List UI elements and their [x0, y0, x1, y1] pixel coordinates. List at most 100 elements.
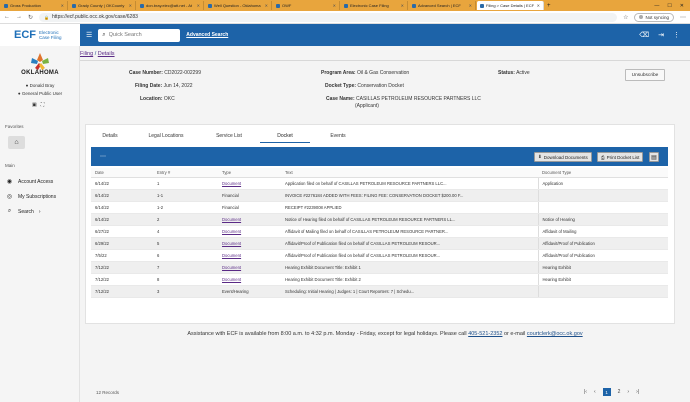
table-row[interactable]: 6/14/22 1-1 Financial INVOICE #2276184 ADDE…: [91, 189, 668, 202]
reload-icon[interactable]: ↻: [28, 14, 34, 21]
sidebar-item-account-access[interactable]: ◉ Account Access: [6, 178, 54, 186]
breadcrumb-filing[interactable]: Filing: [80, 51, 94, 57]
column-header-date[interactable]: Date: [91, 168, 153, 178]
field-label: Docket Type:: [325, 83, 357, 89]
column-header-entry[interactable]: Entry #: [153, 168, 218, 178]
browser-tab[interactable]: Grady County | OKCounty ✕: [69, 1, 136, 10]
next-page-icon[interactable]: ›: [627, 389, 630, 395]
main-content: Filing / Details Case Number: CD2022-002…: [80, 46, 690, 402]
download-documents-button[interactable]: ⬇ Download Documents: [534, 152, 592, 162]
page-current[interactable]: 1: [602, 388, 611, 396]
calendar-icon[interactable]: ▣: [32, 102, 37, 108]
column-header-text[interactable]: Text: [281, 168, 538, 178]
tab-events[interactable]: Events: [330, 133, 346, 139]
table-header-row: Date Entry # Type Text Document Type: [91, 168, 668, 178]
cell-type[interactable]: Document: [218, 237, 281, 250]
column-chooser-icon[interactable]: ⋯: [100, 154, 106, 160]
tab-details[interactable]: Details: [102, 133, 118, 139]
star-icon[interactable]: ☆: [623, 14, 629, 21]
sidebar-item-search[interactable]: ⌕ Search ›: [6, 208, 41, 215]
url-field[interactable]: 🔒 https://ecf.public.occ.ok.gov/case/628…: [39, 12, 618, 22]
print-docket-list-button[interactable]: ⎙ Print Docket List: [597, 152, 644, 162]
close-icon[interactable]: ✕: [264, 3, 268, 8]
close-icon[interactable]: ✕: [468, 3, 472, 8]
quick-search-input[interactable]: [108, 32, 175, 38]
close-icon[interactable]: ✕: [536, 3, 540, 8]
cell-type[interactable]: Document: [218, 225, 281, 238]
cell-date: 6/14/22: [91, 213, 153, 226]
breadcrumb-details[interactable]: Details: [97, 51, 115, 57]
browser-tab[interactable]: OWF ✕: [273, 1, 340, 10]
close-window-icon[interactable]: ✕: [679, 2, 684, 9]
unsubscribe-label: Unsubscribe: [631, 72, 659, 78]
sync-button[interactable]: Not syncing: [634, 12, 674, 22]
cell-date: 7/12/22: [91, 285, 153, 298]
more-menu-icon[interactable]: ⋯: [680, 14, 686, 21]
last-page-icon[interactable]: ›|: [636, 389, 640, 395]
close-icon[interactable]: ✕: [196, 3, 200, 8]
table-row[interactable]: 7/12/22 3 Event/Hearing Scheduling: Initial…: [91, 285, 668, 298]
prev-page-icon[interactable]: ‹: [593, 389, 596, 395]
logout-icon[interactable]: ⇥: [658, 32, 664, 39]
clear-filter-icon[interactable]: ⌫: [639, 32, 650, 39]
close-icon[interactable]: ✕: [60, 3, 64, 8]
tab-docket[interactable]: Docket: [260, 131, 310, 143]
cell-type[interactable]: Document: [218, 213, 281, 226]
column-header-document-type[interactable]: Document Type: [538, 168, 668, 178]
menu-dots-icon[interactable]: ⋮: [673, 32, 680, 39]
table-row[interactable]: 7/12/22 8 Document Hearing Exhibit Document…: [91, 273, 668, 286]
column-header-type[interactable]: Type: [218, 168, 281, 178]
table-row[interactable]: 6/27/22 4 Document Affidavit of Mailing fil…: [91, 225, 668, 238]
close-icon[interactable]: ✕: [128, 3, 132, 8]
case-number: CD2022-002299: [164, 70, 201, 76]
cell-type[interactable]: Document: [218, 261, 281, 274]
cell-type[interactable]: Document: [218, 249, 281, 262]
close-icon[interactable]: ✕: [332, 3, 336, 8]
sidebar-item-subscriptions[interactable]: ◎ My Subscriptions: [6, 193, 56, 201]
maximize-icon[interactable]: ☐: [667, 2, 672, 9]
tab-service-list[interactable]: Service List: [216, 133, 242, 139]
table-row[interactable]: 6/14/22 2 Document Notice of Hearing filed …: [91, 213, 668, 226]
close-icon[interactable]: ✕: [400, 3, 404, 8]
advanced-search-link[interactable]: Advanced Search: [186, 32, 229, 38]
location-field: Location: OKC: [140, 96, 175, 102]
forward-icon[interactable]: →: [16, 14, 22, 20]
export-button[interactable]: ▤: [649, 152, 659, 162]
home-button[interactable]: ⌂: [8, 136, 25, 149]
ecf-logo[interactable]: ECF Electronic Case Filing: [0, 24, 80, 46]
quick-search[interactable]: ⌕: [98, 28, 181, 42]
role-icon: ●: [17, 91, 22, 96]
cell-date: 7/5/22: [91, 249, 153, 262]
page-number[interactable]: 2: [617, 389, 621, 395]
cell-type[interactable]: Document: [218, 177, 281, 190]
first-page-icon[interactable]: |‹: [584, 389, 587, 395]
browser-tab[interactable]: don.bray.elec@att.net - At ✕: [137, 1, 204, 10]
account-circle-icon: ◉: [6, 179, 13, 185]
tab-legal-locations[interactable]: Legal Locations: [148, 133, 184, 139]
unsubscribe-button[interactable]: Unsubscribe: [625, 69, 665, 81]
browser-tab[interactable]: Gross Production ✕: [1, 1, 68, 10]
phone-link[interactable]: 405-521-2352: [468, 331, 503, 337]
hamburger-menu-icon[interactable]: ☰: [86, 32, 93, 39]
cell-entry: 7: [153, 261, 218, 274]
minimize-icon[interactable]: —: [654, 2, 660, 9]
email-link[interactable]: courtclerk@occ.ok.gov: [526, 331, 583, 337]
logo-sub-1: Electronic: [39, 30, 59, 35]
browser-tab[interactable]: Well Question - Oklahoma ✕: [205, 1, 272, 10]
table-row[interactable]: 7/5/22 6 Document Affidavit/Proof of Public…: [91, 249, 668, 262]
stats-icon[interactable]: ⛶: [40, 102, 45, 108]
browser-tab[interactable]: Electronic Case Filing ✕: [341, 1, 408, 10]
new-tab-icon[interactable]: +: [547, 2, 551, 9]
table-row[interactable]: 6/14/22 1-2 Financial RECEIPT #2239008 APPL…: [91, 201, 668, 214]
favicon-icon: [344, 3, 348, 8]
cell-text: Hearing Exhibit Document Title: Exhibit …: [281, 261, 538, 274]
table-row[interactable]: 7/12/22 7 Document Hearing Exhibit Document…: [91, 261, 668, 274]
cell-entry: 1: [153, 177, 218, 190]
browser-tab[interactable]: Advanced Search | ECF ✕: [409, 1, 476, 10]
back-icon[interactable]: ←: [4, 14, 10, 20]
cell-type[interactable]: Document: [218, 273, 281, 286]
browser-tab-active[interactable]: Filing > Case Details | ECF ✕: [477, 1, 544, 10]
sidebar-item-label: Account Access: [18, 178, 54, 185]
table-row[interactable]: 6/14/22 1 Document Application filed on beh…: [91, 177, 668, 190]
table-row[interactable]: 6/29/22 5 Document Affidavit/Proof of Publi…: [91, 237, 668, 250]
